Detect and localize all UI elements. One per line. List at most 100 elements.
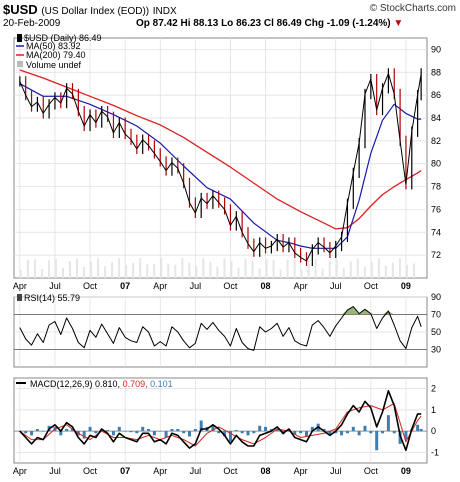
macd-histogram-bar xyxy=(199,420,203,432)
macd-legend-value: 0.101 xyxy=(150,379,173,389)
macd-histogram-bar xyxy=(35,429,39,432)
macd-histogram-bar xyxy=(41,431,45,432)
brand-label: © StockCharts.com xyxy=(369,3,456,14)
price-y-tick-label: 90 xyxy=(431,44,441,54)
close-value: 86.49 xyxy=(276,18,302,29)
macd-histogram-bar xyxy=(187,431,191,437)
macd-histogram-bar xyxy=(176,429,180,432)
price-y-tick-label: 72 xyxy=(431,250,441,260)
volume-bar xyxy=(405,264,408,278)
macd-histogram-bar xyxy=(381,431,385,434)
volume-bar xyxy=(26,259,29,278)
close-label: Cl xyxy=(263,18,274,29)
price-legend-label: $USD (Daily) 86.49 xyxy=(24,33,102,43)
volume-bar xyxy=(223,258,226,278)
symbol-description: (US Dollar Index (EOD)) xyxy=(41,6,150,17)
volume-bar xyxy=(321,268,324,278)
macd-histogram-bar xyxy=(258,425,262,432)
macd-histogram-bar xyxy=(117,426,121,432)
volume-bar xyxy=(160,258,163,278)
volume-bar xyxy=(202,258,205,278)
macd-histogram-bar xyxy=(392,431,396,434)
rsi-legend-swatch xyxy=(17,294,22,301)
volume-bar xyxy=(230,261,233,278)
x-tick-label: Oct xyxy=(364,466,379,476)
macd-legend-value: 0.709, xyxy=(123,379,151,389)
macd-histogram-bar xyxy=(123,431,127,432)
price-y-tick-label: 76 xyxy=(431,204,441,214)
x-tick-label: Jul xyxy=(49,281,61,291)
macd-histogram-bar xyxy=(310,426,314,432)
macd-histogram-bar xyxy=(345,431,349,434)
ma50-legend-label: MA(50) 83.92 xyxy=(26,41,81,51)
x-tick-label: Apr xyxy=(13,281,27,291)
macd-histogram-bar xyxy=(419,428,423,432)
change-value: -1.09 (-1.24%) xyxy=(326,18,391,29)
rsi-y-tick-label: 90 xyxy=(431,292,441,302)
macd-y-tick-label: 1 xyxy=(431,405,436,415)
price-y-tick-label: 86 xyxy=(431,90,441,100)
macd-histogram-bar xyxy=(228,431,232,442)
volume-bar xyxy=(272,260,275,278)
x-tick-label: Jul xyxy=(49,466,61,476)
volume-bar xyxy=(356,258,359,278)
macd-histogram-bar xyxy=(246,431,250,436)
x-tick-label: Oct xyxy=(83,466,98,476)
macd-histogram-bar xyxy=(106,430,110,432)
x-tick-label: 07 xyxy=(120,281,130,291)
volume-bar xyxy=(209,261,212,278)
macd-histogram-bar xyxy=(70,429,74,432)
macd-histogram-bar xyxy=(369,431,373,434)
high-value: 88.13 xyxy=(193,18,219,29)
price-y-tick-label: 78 xyxy=(431,182,441,192)
macd-histogram-bar xyxy=(240,431,244,434)
macd-histogram-bar xyxy=(252,431,256,434)
macd-histogram-bar xyxy=(65,429,69,432)
macd-y-tick-label: 2 xyxy=(431,384,436,394)
volume-bar xyxy=(412,263,415,278)
rsi-y-tick-label: 50 xyxy=(431,327,441,337)
volume-bar xyxy=(90,261,93,278)
volume-bar xyxy=(265,259,268,278)
symbol-title: $USD (US Dollar Index (EOD)) INDX xyxy=(3,2,177,17)
volume-bar xyxy=(61,268,64,278)
change-label: Chg xyxy=(304,18,324,29)
volume-bar xyxy=(279,269,282,278)
macd-histogram-bar xyxy=(223,431,227,437)
volume-legend-label: Volume undef xyxy=(26,60,82,70)
price-y-tick-label: 88 xyxy=(431,67,441,77)
x-tick-label: Apr xyxy=(153,281,167,291)
macd-histogram-bar xyxy=(82,431,86,439)
x-tick-label: Jul xyxy=(190,466,202,476)
macd-y-tick-label: -1 xyxy=(431,447,439,457)
macd-histogram-bar xyxy=(275,429,279,432)
macd-histogram-bar xyxy=(304,431,308,437)
x-tick-label: Jul xyxy=(330,281,342,291)
volume-bar xyxy=(384,265,387,278)
low-value: 86.23 xyxy=(236,18,262,29)
x-tick-label: 08 xyxy=(261,281,271,291)
macd-legend-value: 0.810, xyxy=(95,379,123,389)
macd-histogram-bar xyxy=(170,429,174,432)
x-tick-label: Jul xyxy=(330,466,342,476)
macd-histogram-bar xyxy=(299,431,303,434)
macd-histogram-bar xyxy=(30,431,34,436)
volume-bar xyxy=(195,265,198,278)
macd-histogram-bar xyxy=(363,425,367,432)
macd-histogram-bar xyxy=(111,431,115,436)
x-tick-label: Oct xyxy=(223,281,238,291)
macd-histogram-bar xyxy=(129,431,133,433)
volume-bar xyxy=(237,267,240,278)
change-down-icon: ▼ xyxy=(393,18,404,29)
macd-histogram-bar xyxy=(293,431,297,435)
volume-bar xyxy=(300,269,303,278)
macd-histogram-bar xyxy=(94,431,98,434)
volume-bar xyxy=(47,260,50,278)
volume-bar xyxy=(19,270,22,278)
price-legend-swatch xyxy=(17,34,22,42)
open-label: Op xyxy=(136,18,150,29)
volume-bar xyxy=(342,267,345,278)
volume-bar xyxy=(328,260,331,278)
volume-bar xyxy=(398,258,401,278)
macd-histogram-bar xyxy=(141,426,145,432)
